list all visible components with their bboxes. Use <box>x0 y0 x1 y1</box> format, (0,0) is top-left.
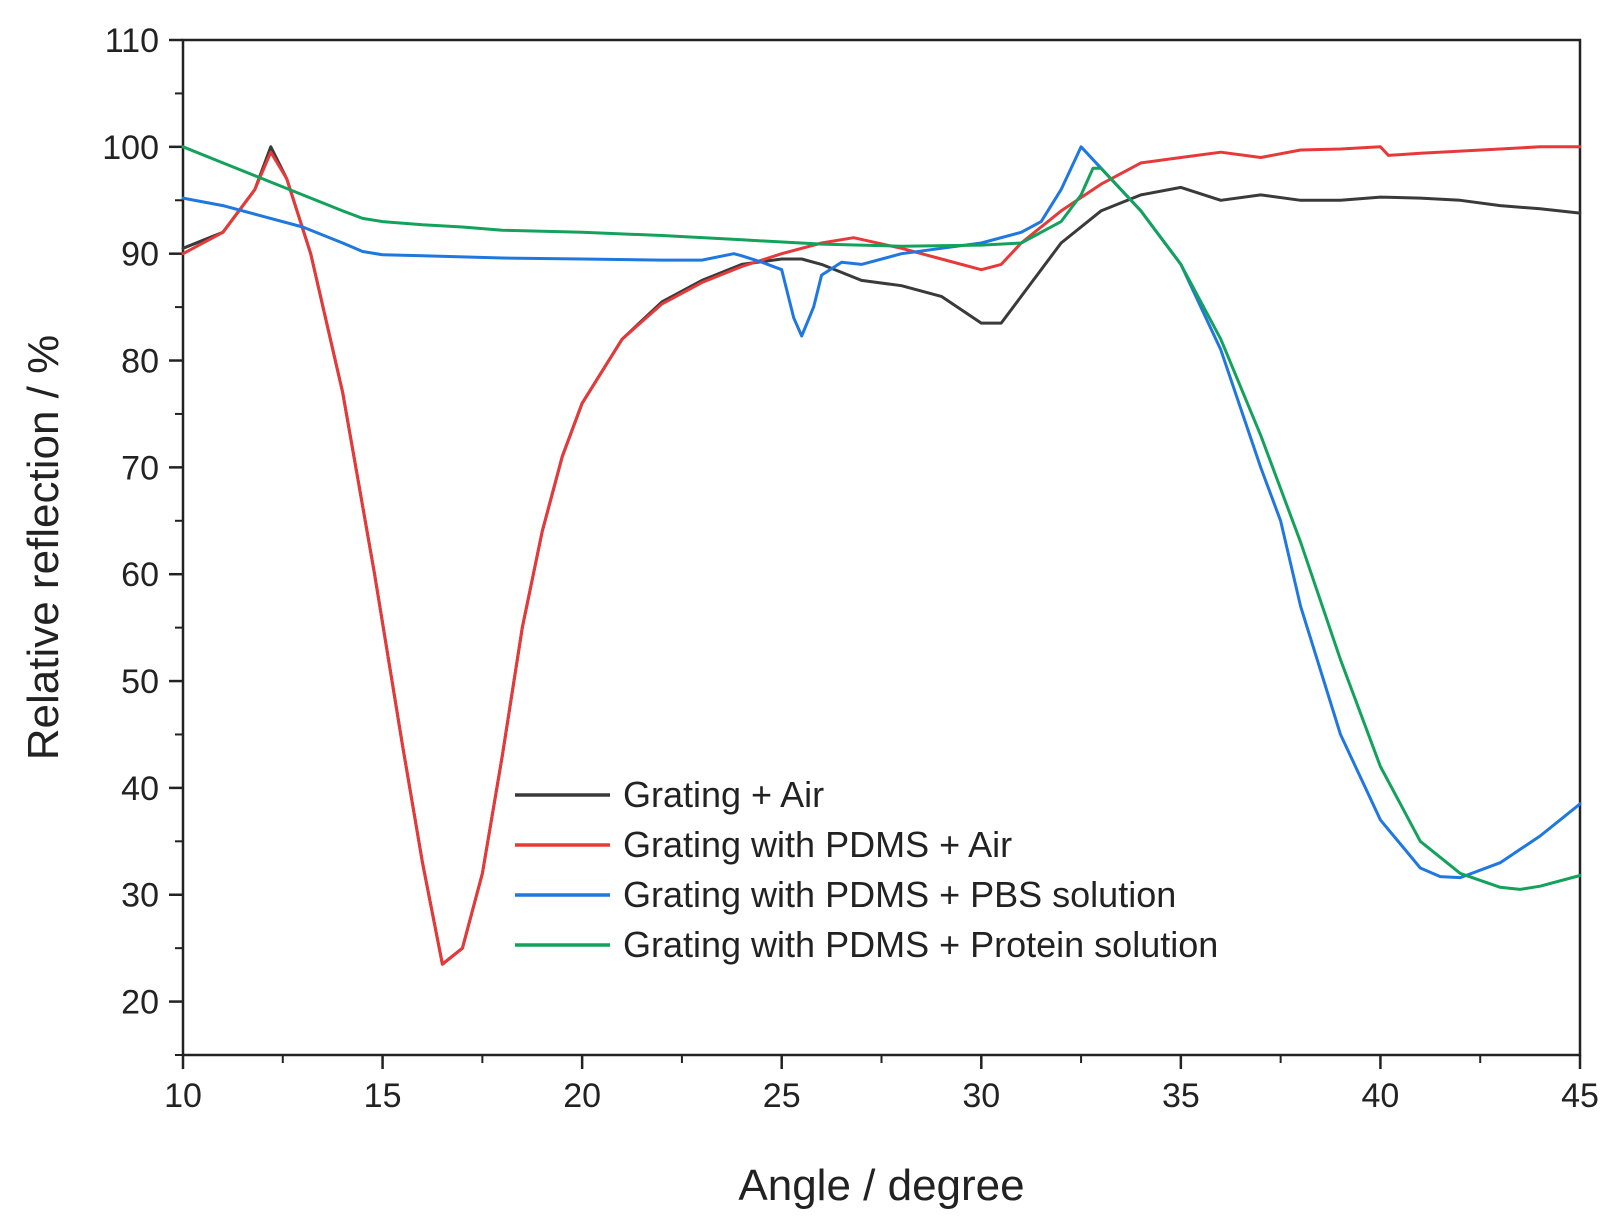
legend: Grating + Air Grating with PDMS + Air Grat… <box>515 774 1218 965</box>
y-tick-label: 100 <box>102 129 159 167</box>
legend-label-2: Grating with PDMS + Air <box>623 824 1012 865</box>
x-axis-label: Angle / degree <box>738 1161 1024 1210</box>
y-tick-label: 30 <box>121 877 159 915</box>
y-tick-label: 90 <box>121 236 159 274</box>
y-tick-label: 110 <box>105 22 159 60</box>
y-tick-label: 40 <box>121 770 159 808</box>
series-line-3 <box>181 145 1582 880</box>
series-lines <box>181 145 1582 966</box>
series-line-4 <box>181 145 1582 891</box>
legend-label-1: Grating + Air <box>623 774 824 815</box>
x-tick-label: 40 <box>1362 1077 1400 1115</box>
y-tick-label: 70 <box>121 449 159 487</box>
series-line-2 <box>181 145 1582 966</box>
y-tick-label: 60 <box>121 556 159 594</box>
x-tick-label: 15 <box>364 1077 402 1115</box>
y-axis-label: Relative reflection / % <box>19 335 68 761</box>
x-tick-label: 35 <box>1162 1077 1200 1115</box>
y-tick-label: 20 <box>121 984 159 1022</box>
x-tick-label: 20 <box>563 1077 601 1115</box>
legend-label-3: Grating with PDMS + PBS solution <box>623 874 1176 915</box>
x-tick-label: 25 <box>763 1077 801 1115</box>
x-tick-label: 45 <box>1561 1077 1599 1115</box>
x-tick-label: 30 <box>962 1077 1000 1115</box>
y-tick-label: 80 <box>121 343 159 381</box>
legend-label-4: Grating with PDMS + Protein solution <box>623 924 1218 965</box>
y-tick-label: 50 <box>121 663 159 701</box>
x-tick-label: 10 <box>164 1077 202 1115</box>
x-axis: 10 15 20 25 30 35 40 45 <box>164 1055 1599 1115</box>
y-axis: 20 30 40 50 60 70 80 90 100 110 <box>102 22 183 1056</box>
